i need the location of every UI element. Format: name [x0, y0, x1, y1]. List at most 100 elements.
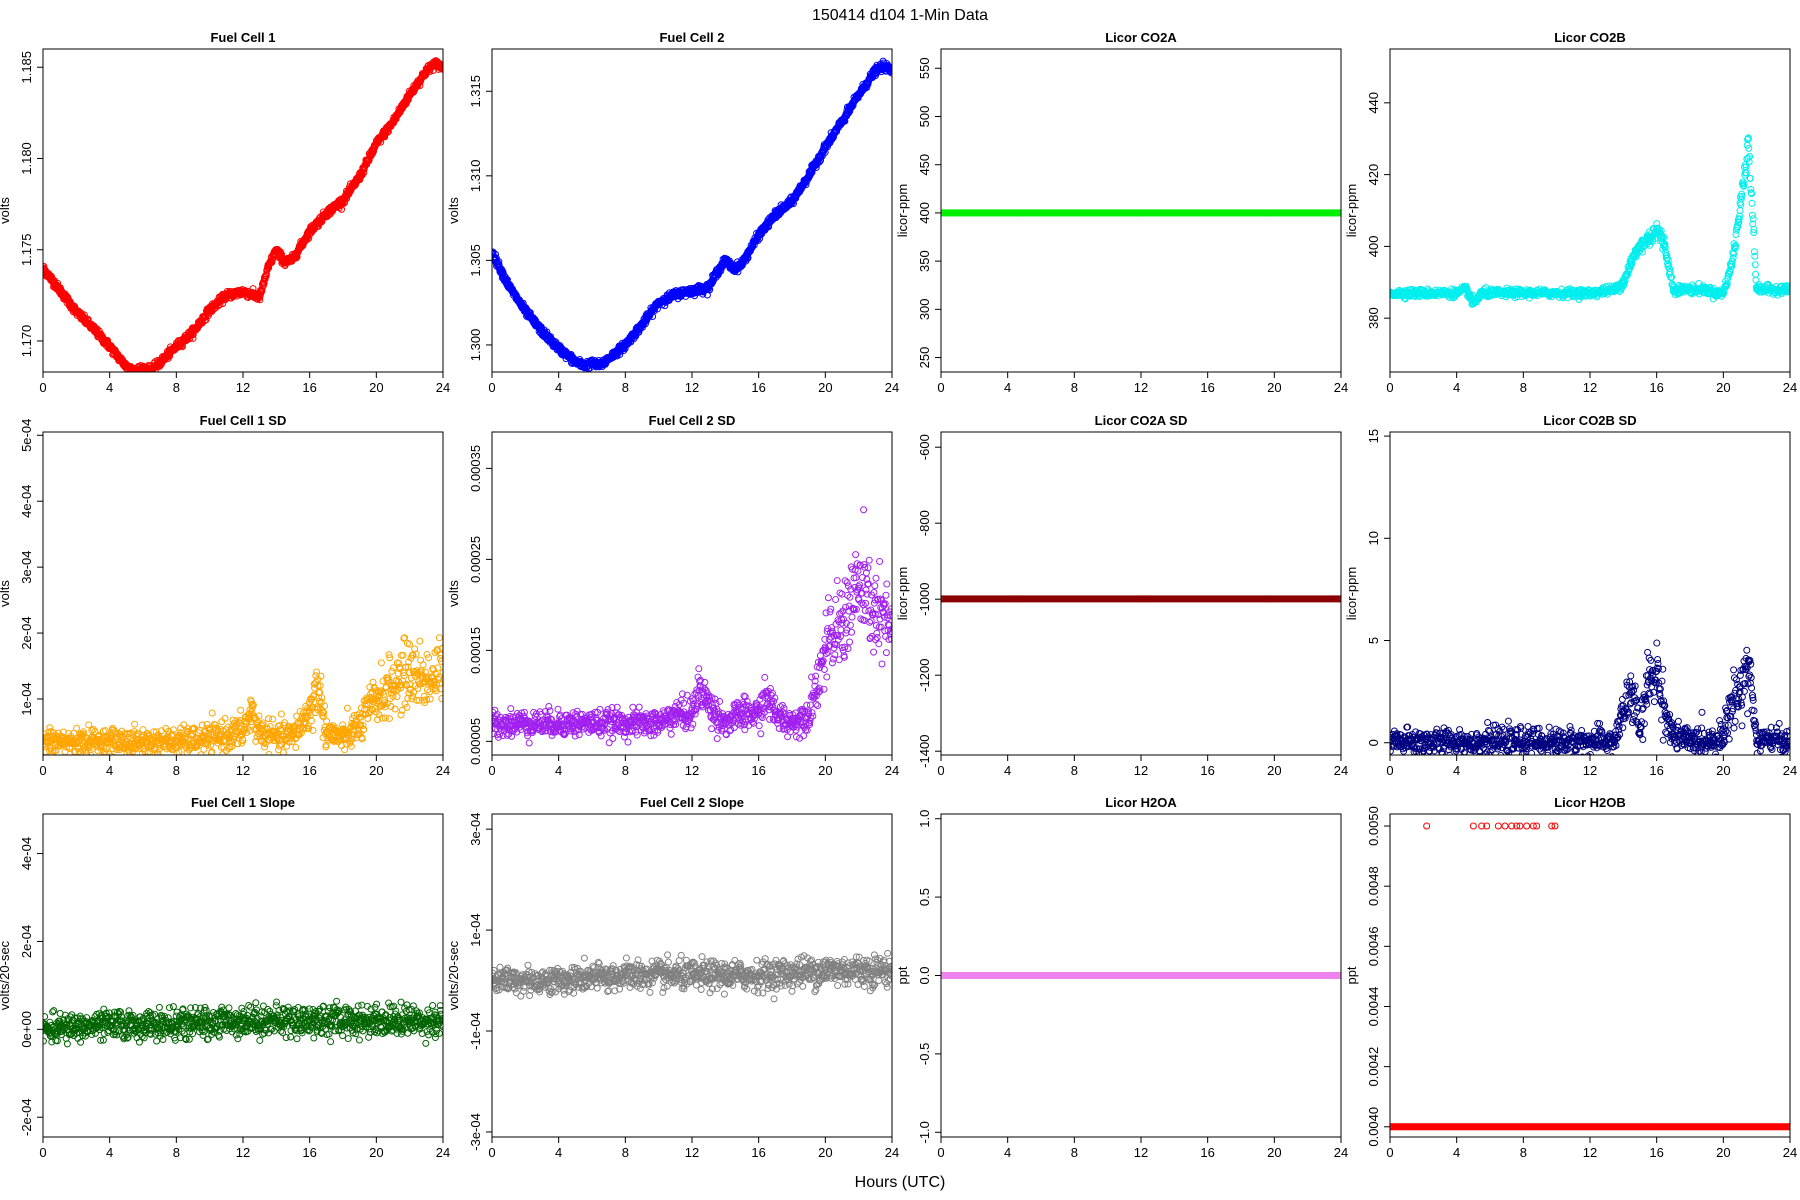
- x-tick-label: 20: [1716, 380, 1730, 395]
- y-tick-label: 1.315: [468, 75, 483, 108]
- y-tick-label: 1.300: [468, 329, 483, 362]
- y-tick-label: 400: [1366, 236, 1381, 258]
- data-point: [503, 276, 511, 284]
- data-point: [1738, 192, 1746, 200]
- panel-title: Fuel Cell 2: [659, 30, 724, 45]
- plot-frame: [42, 48, 444, 373]
- data-point: [159, 754, 165, 755]
- y-tick-label: 420: [1366, 164, 1381, 186]
- data-point: [1735, 215, 1743, 223]
- data-point: [1746, 153, 1754, 161]
- y-tick-label: 380: [1366, 307, 1381, 329]
- data-point: [1744, 134, 1752, 142]
- data-point: [71, 748, 79, 755]
- x-tick-label: 12: [1134, 380, 1148, 395]
- data-point: [261, 743, 269, 751]
- data-point: [89, 725, 97, 733]
- x-tick-label: 12: [685, 380, 699, 395]
- data-point: [122, 740, 130, 748]
- data-point: [1337, 209, 1341, 217]
- data-point: [1724, 275, 1732, 283]
- scatter-points: [43, 57, 443, 372]
- y-tick-label: 550: [917, 57, 932, 79]
- data-point: [88, 726, 96, 734]
- x-tick-label: 12: [1583, 380, 1597, 395]
- data-point: [439, 669, 443, 677]
- data-point: [1649, 237, 1657, 245]
- data-point: [1660, 233, 1668, 241]
- y-tick-label: 300: [917, 298, 932, 320]
- x-tick-label: 16: [1200, 380, 1214, 395]
- y-tick-label: 1.180: [19, 142, 34, 175]
- data-point: [499, 269, 507, 277]
- data-point: [1736, 207, 1744, 214]
- data-point: [208, 709, 216, 717]
- data-point: [416, 82, 424, 90]
- data-point: [1749, 215, 1757, 223]
- data-point: [1734, 223, 1742, 231]
- data-point: [228, 743, 236, 751]
- y-axis-label: volts: [0, 580, 12, 607]
- data-point: [1739, 178, 1747, 186]
- data-point: [256, 291, 264, 299]
- data-point: [111, 753, 117, 755]
- data-point: [1728, 262, 1736, 270]
- plot-frame: [1389, 48, 1791, 373]
- data-point: [164, 731, 172, 739]
- data-point: [46, 724, 54, 732]
- data-point: [108, 752, 115, 755]
- y-tick-label: 1.310: [468, 160, 483, 193]
- data-point: [1732, 231, 1740, 239]
- data-point: [886, 68, 892, 76]
- data-point: [1663, 254, 1671, 262]
- data-point: [1748, 199, 1756, 207]
- panel-title: Fuel Cell 1: [210, 30, 275, 45]
- x-tick-label: 20: [1267, 380, 1281, 395]
- y-axis-label: licor-ppm: [895, 184, 910, 237]
- panel-title: Fuel Cell 1 SD: [200, 413, 287, 428]
- data-point: [1730, 240, 1738, 248]
- data-point: [1661, 240, 1669, 248]
- data-point: [262, 270, 270, 278]
- plot-frame: [491, 48, 893, 373]
- data-point: [1628, 260, 1636, 268]
- data-point: [1751, 252, 1759, 260]
- x-tick-label: 24: [885, 380, 899, 395]
- data-point: [1745, 144, 1753, 152]
- x-tick-label: 16: [1649, 380, 1663, 395]
- data-point: [217, 743, 225, 751]
- data-point: [95, 731, 103, 739]
- data-point: [854, 94, 862, 102]
- data-point: [221, 738, 229, 746]
- data-point: [259, 719, 267, 727]
- data-point: [198, 721, 206, 729]
- data-point: [1661, 244, 1669, 252]
- data-point: [189, 334, 197, 342]
- x-tick-label: 0: [488, 380, 495, 395]
- y-tick-label: 250: [917, 347, 932, 369]
- data-point: [248, 705, 256, 713]
- data-point: [175, 748, 183, 755]
- data-point: [148, 371, 154, 372]
- data-point: [221, 714, 229, 722]
- y-tick-label: 1.175: [19, 233, 34, 266]
- data-point: [1737, 195, 1745, 203]
- x-tick-label: 4: [1004, 380, 1011, 395]
- y-tick-label: 350: [917, 250, 932, 272]
- data-point: [1732, 241, 1740, 249]
- data-point: [49, 276, 57, 284]
- x-tick-label: 16: [751, 380, 765, 395]
- data-point: [182, 727, 190, 735]
- data-point: [1736, 212, 1744, 220]
- data-point: [180, 721, 188, 729]
- data-point: [83, 749, 91, 755]
- x-tick-label: 20: [818, 380, 832, 395]
- data-point: [1751, 261, 1759, 269]
- data-point: [222, 747, 230, 755]
- data-point: [887, 67, 892, 75]
